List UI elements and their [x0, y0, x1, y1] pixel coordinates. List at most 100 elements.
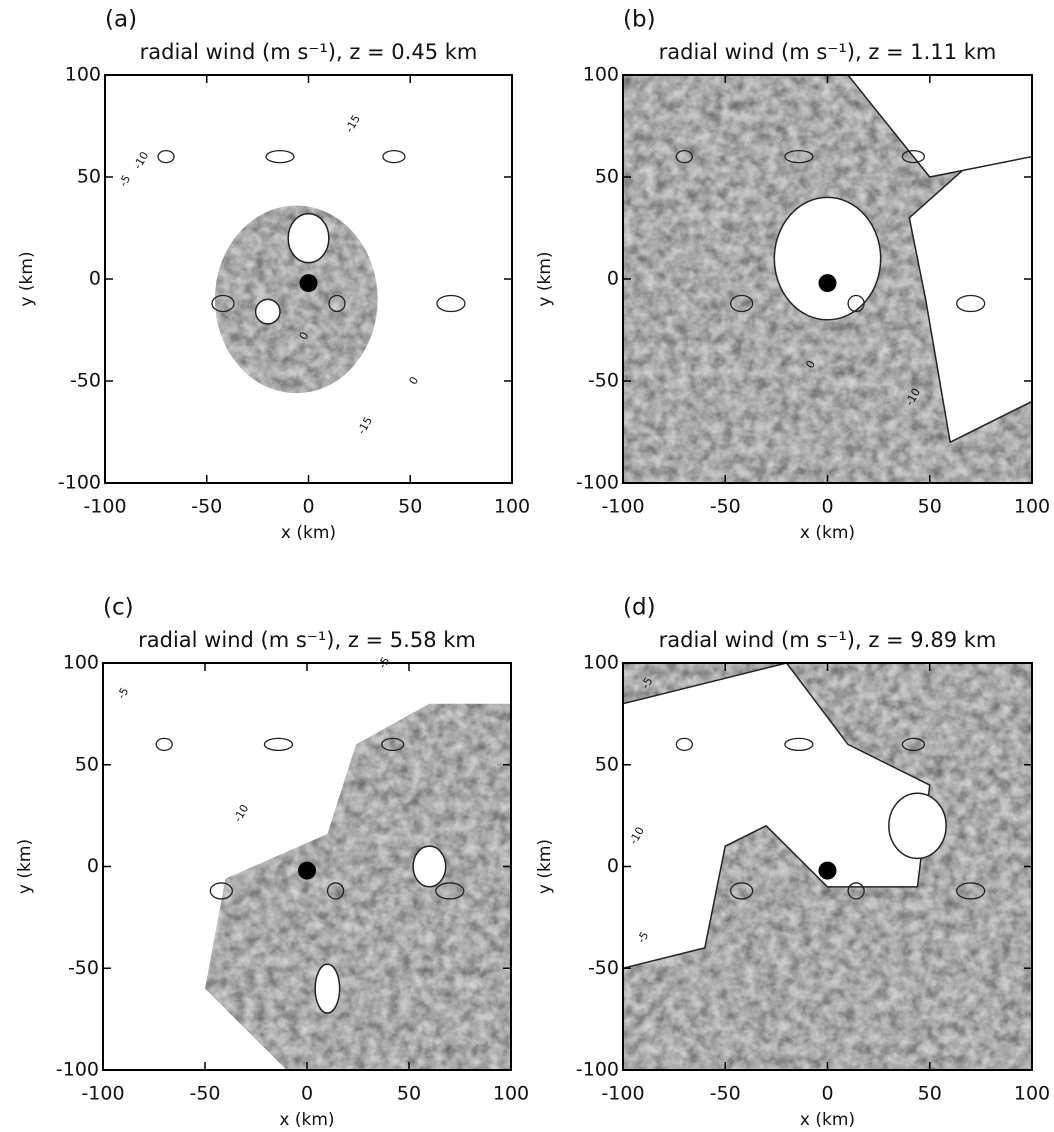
x-axis-label: x (km) — [800, 523, 855, 543]
contour-line — [326, 882, 345, 900]
y-tick-label: 0 — [607, 855, 619, 877]
contour-label: -15 — [343, 113, 363, 135]
y-tick-label: 100 — [65, 64, 101, 86]
panel-title: radial wind (m s⁻¹), z = 9.89 km — [659, 628, 997, 652]
contour-line — [784, 149, 814, 164]
x-tick-label: -50 — [189, 1083, 220, 1105]
contour-line — [263, 737, 294, 752]
x-tick-label: 0 — [302, 496, 314, 518]
contour-line — [784, 737, 814, 752]
x-tick-label: 0 — [301, 1083, 313, 1105]
contour-line — [901, 737, 926, 752]
unshaded-region — [888, 792, 947, 860]
contour-line — [265, 149, 295, 164]
contour-line — [209, 882, 233, 900]
contour-line — [155, 737, 173, 752]
shading — [155, 703, 511, 1070]
x-tick-label: 100 — [494, 496, 530, 518]
y-tick-label: 50 — [77, 166, 101, 188]
unshaded-region — [254, 298, 281, 325]
y-tick-label: 50 — [75, 753, 99, 775]
contour-label: -10 — [231, 802, 251, 824]
contour-line — [729, 294, 754, 313]
panel-label: (d) — [623, 595, 656, 621]
panel-title: radial wind (m s⁻¹), z = 1.11 km — [659, 40, 997, 64]
panel-title: radial wind (m s⁻¹), z = 5.58 km — [138, 628, 476, 652]
center-marker — [818, 861, 837, 880]
center-marker — [298, 861, 316, 880]
y-tick-label: 0 — [607, 268, 619, 290]
x-tick-label: 50 — [397, 1083, 421, 1105]
y-tick-label: -100 — [576, 1059, 619, 1081]
contour-label: -10 — [131, 149, 151, 171]
panel: -100 -50 0 50 100 -100 -50 0 50 100 -5 -5 -10 (c)radi… — [15, 595, 529, 1131]
y-tick-label: 0 — [89, 268, 101, 290]
contour-line — [729, 882, 754, 900]
contour-label: -5 — [117, 173, 134, 189]
y-tick-label: 100 — [63, 652, 99, 674]
y-axis-label: y (km) — [17, 251, 37, 306]
y-axis-label: y (km) — [535, 251, 555, 306]
contour-label: -5 — [376, 655, 393, 671]
contour-label: -5 — [115, 685, 132, 701]
y-tick-label: 50 — [595, 753, 619, 775]
unshaded-region — [412, 845, 447, 888]
panel-label: (b) — [623, 7, 656, 33]
unshaded-region — [623, 663, 931, 970]
y-axis-label: y (km) — [15, 839, 35, 894]
x-tick-label: 50 — [918, 1083, 942, 1105]
panel: -100 -50 0 50 100-100-50050100-15-10-50-150(… — [17, 7, 530, 544]
contour-line — [956, 294, 986, 313]
x-tick-label: 50 — [398, 496, 422, 518]
panel: -100 -50 0 50 100-100-50050100-100(b)radial … — [535, 7, 1050, 544]
x-tick-label: -50 — [710, 496, 741, 518]
unshaded-region — [846, 75, 1032, 178]
y-axis-label: y (km) — [535, 839, 555, 894]
y-tick-label: -50 — [588, 370, 619, 392]
x-tick-label: 0 — [821, 1083, 833, 1105]
x-tick-label: -100 — [601, 1083, 644, 1105]
x-tick-label: -50 — [191, 496, 222, 518]
contour-line — [901, 149, 926, 164]
x-axis-label: x (km) — [281, 523, 336, 543]
panel-label: (c) — [103, 595, 134, 621]
panel-title: radial wind (m s⁻¹), z = 0.45 km — [140, 40, 478, 64]
contour-line — [435, 882, 465, 900]
x-tick-label: 100 — [1014, 1083, 1050, 1105]
center-marker — [818, 274, 837, 293]
contour-line — [328, 294, 346, 313]
unshaded-region — [773, 196, 882, 321]
x-tick-label: 50 — [918, 496, 942, 518]
y-tick-label: 50 — [595, 166, 619, 188]
y-tick-label: 100 — [583, 652, 619, 674]
y-tick-label: 0 — [87, 855, 99, 877]
shading — [623, 75, 1032, 483]
y-tick-label: -50 — [588, 957, 619, 979]
contour-line — [847, 294, 865, 313]
contour-line — [381, 737, 405, 752]
contour-line — [956, 882, 986, 900]
contour-line — [675, 737, 693, 752]
y-tick-label: 100 — [583, 64, 619, 86]
contour-line — [847, 882, 865, 900]
unshaded-region — [314, 963, 341, 1014]
shading — [623, 663, 1032, 1070]
y-tick-label: -100 — [576, 472, 619, 494]
shading — [157, 149, 466, 394]
x-tick-label: -100 — [81, 1083, 124, 1105]
contour-line — [211, 294, 235, 313]
panel: -100 -50 0 50 100-100-50050100-5-10-5(d)radi… — [535, 595, 1050, 1131]
y-tick-label: -50 — [70, 370, 101, 392]
center-marker — [299, 274, 318, 293]
y-tick-label: -100 — [58, 472, 101, 494]
x-axis-label: x (km) — [800, 1110, 855, 1130]
contour-label: 0 — [407, 374, 422, 387]
panel-label: (a) — [105, 7, 137, 33]
x-axis-label: x (km) — [279, 1110, 334, 1130]
contour-line — [382, 149, 406, 164]
x-tick-label: -100 — [83, 496, 126, 518]
contour-line — [436, 294, 466, 313]
unshaded-region — [287, 212, 330, 264]
x-tick-label: -100 — [601, 496, 644, 518]
